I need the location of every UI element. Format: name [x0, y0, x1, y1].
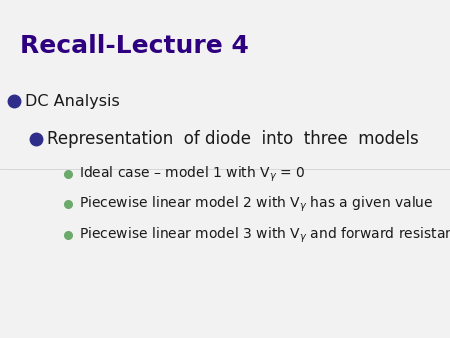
- Text: Representation  of diode  into  three  models: Representation of diode into three model…: [47, 129, 419, 148]
- Text: Recall-Lecture 4: Recall-Lecture 4: [20, 34, 249, 58]
- Text: Ideal case – model 1 with V$_\gamma$ = 0: Ideal case – model 1 with V$_\gamma$ = 0: [79, 164, 306, 184]
- Text: DC Analysis: DC Analysis: [25, 94, 120, 109]
- Text: Piecewise linear model 3 with V$_\gamma$ and forward resistance, r$_f$: Piecewise linear model 3 with V$_\gamma$…: [79, 225, 450, 245]
- Text: Piecewise linear model 2 with V$_\gamma$ has a given value: Piecewise linear model 2 with V$_\gamma$…: [79, 195, 433, 214]
